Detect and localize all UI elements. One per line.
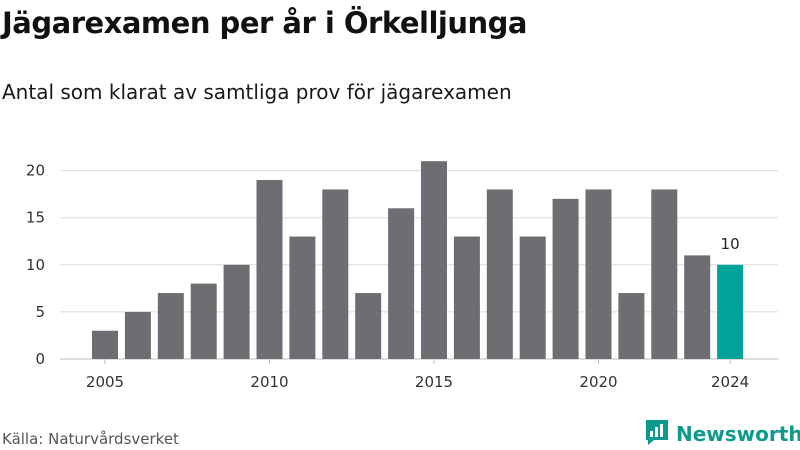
- brand-name: Newsworthy: [676, 422, 800, 446]
- bar: [421, 161, 447, 359]
- bar: [552, 198, 579, 359]
- x-tick-label: 2020: [579, 373, 617, 391]
- bar: [190, 283, 217, 359]
- bar: [717, 264, 744, 359]
- x-tick-label: 2015: [415, 373, 453, 391]
- bar: [684, 255, 711, 359]
- bar: [355, 293, 382, 359]
- data-label: 10: [721, 235, 740, 253]
- bar: [124, 311, 151, 359]
- bar: [92, 330, 118, 359]
- bar: [322, 189, 349, 359]
- y-tick-label: 5: [35, 303, 45, 321]
- bar: [157, 293, 184, 359]
- bar: [486, 189, 513, 359]
- bar: [289, 236, 316, 359]
- bar: [651, 189, 678, 359]
- bar: [453, 236, 480, 359]
- y-tick-label: 0: [35, 350, 45, 368]
- newsworthy-logo-icon: [644, 418, 670, 450]
- source-note: Källa: Naturvårdsverket: [2, 430, 179, 448]
- y-tick-label: 10: [26, 256, 45, 274]
- bar: [618, 293, 645, 359]
- chart-subtitle: Antal som klarat av samtliga prov för jä…: [2, 80, 512, 104]
- bar: [256, 180, 283, 359]
- y-tick-label: 15: [26, 209, 45, 227]
- chart-title: Jägarexamen per år i Örkelljunga: [2, 6, 527, 40]
- x-tick-label: 2005: [86, 373, 124, 391]
- x-tick-label: 2010: [250, 373, 288, 391]
- bar: [223, 264, 250, 359]
- bar: [585, 189, 612, 359]
- y-tick-label: 20: [26, 162, 45, 180]
- bar: [388, 208, 415, 359]
- x-tick-label: 2024: [711, 373, 749, 391]
- bar: [519, 236, 546, 359]
- brand-logo: Newsworthy: [644, 418, 800, 450]
